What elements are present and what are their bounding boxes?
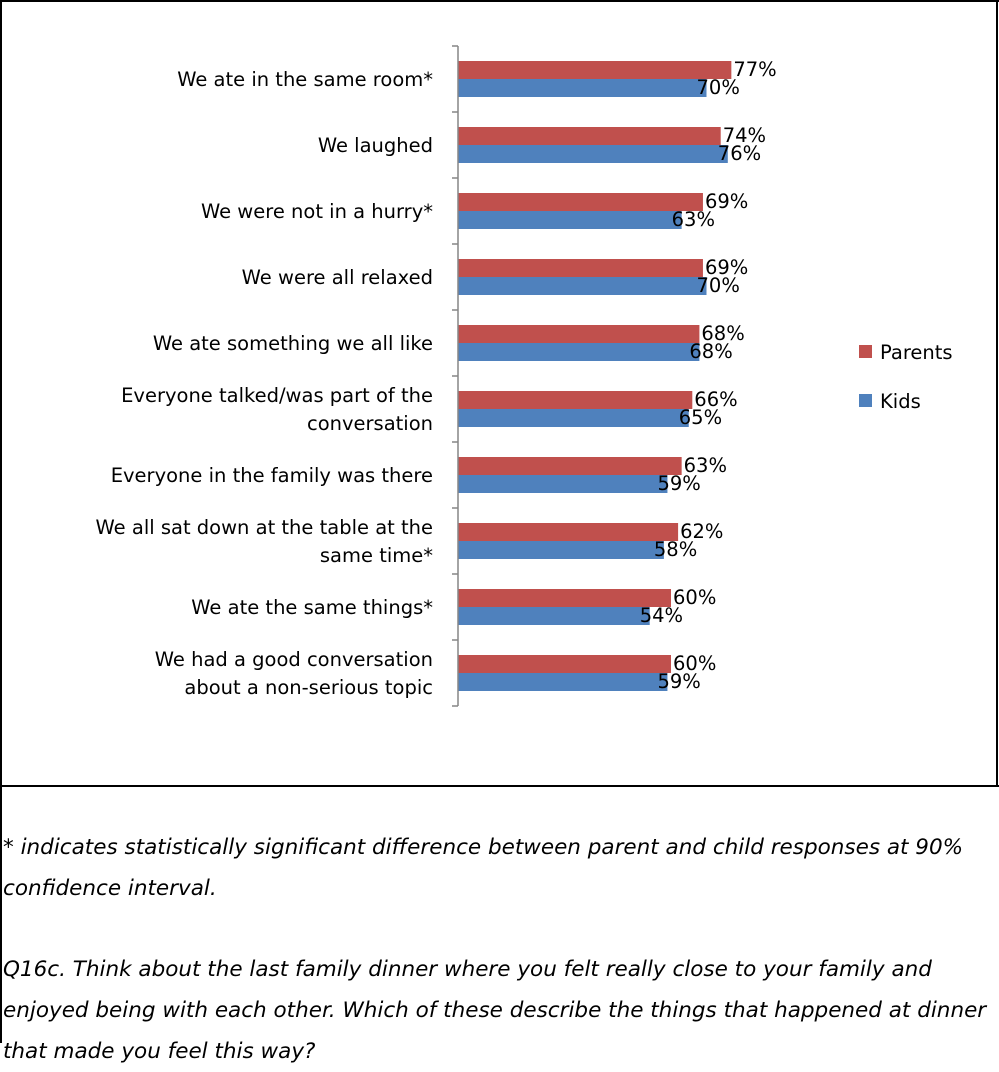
legend-swatch-parents [859,345,872,358]
category-label: We ate something we all like [153,332,433,355]
category-label: Everyone talked/was part of the [121,384,433,407]
data-label-parents: 63% [684,454,727,477]
category-labels: We ate in the same room* We laughed We wer… [96,68,434,699]
bar-parents [458,127,721,145]
bar-kids [458,607,650,625]
category-label: We ate the same things* [191,596,433,619]
bar-parents [458,259,703,277]
data-label-parents: 60% [673,652,716,675]
data-label-kids: 70% [697,274,740,297]
category-label: We were all relaxed [242,266,433,289]
bar-kids [458,475,668,493]
category-label: We were not in a hurry* [201,200,433,223]
category-label: We ate in the same room* [177,68,433,91]
survey-question: Q16c. Think about the last family dinner… [3,957,987,1064]
data-label-kids: 63% [672,208,715,231]
data-label-kids: 68% [689,340,732,363]
legend: Parents Kids [859,341,953,413]
bar-parents [458,457,682,475]
bar-parents [458,655,671,673]
data-label-parents: 74% [723,124,766,147]
bar-parents [458,589,671,607]
figure-frame [0,0,999,1043]
data-label-kids: 59% [657,670,700,693]
bar-kids [458,409,689,427]
legend-label-parents: Parents [880,341,953,364]
category-axis [452,45,459,707]
category-label: Everyone in the family was there [111,464,433,487]
category-label: same time* [320,544,433,567]
bar-kids [458,277,707,295]
bar-parents [458,193,703,211]
bar-kids [458,79,707,97]
bar-parents [458,391,693,409]
data-label-parents: 66% [694,388,737,411]
data-label-parents: 60% [673,586,716,609]
category-label: conversation [307,412,433,435]
category-label: We laughed [318,134,433,157]
legend-swatch-kids [859,394,872,407]
data-label-parents: 69% [705,190,748,213]
legend-label-kids: Kids [880,390,921,413]
data-label-kids: 70% [697,76,740,99]
category-label: We had a good conversation [155,648,433,671]
value-labels: 77%70%74%76%69%63%69%70%68%68%66%65%63%5… [640,58,777,693]
bar-kids [458,145,728,163]
category-label: We all sat down at the table at the [96,516,433,539]
data-label-parents: 62% [680,520,723,543]
bar-kids [458,541,664,559]
data-label-kids: 76% [718,142,761,165]
category-label: about a non-serious topic [184,676,433,699]
significance-footnote: * indicates statistically significant di… [3,835,964,901]
bar-parents [458,523,679,541]
data-label-parents: 69% [705,256,748,279]
data-label-kids: 65% [679,406,722,429]
data-label-kids: 59% [657,472,700,495]
data-label-parents: 77% [733,58,776,81]
data-label-parents: 68% [701,322,744,345]
bar-kids [458,343,700,361]
bar-chart: We ate in the same room* We laughed We wer… [96,45,953,707]
bar-parents [458,61,732,79]
data-label-kids: 58% [654,538,697,561]
data-label-kids: 54% [640,604,683,627]
bar-kids [458,673,668,691]
bars [458,61,732,691]
bar-kids [458,211,682,229]
bar-parents [458,325,700,343]
